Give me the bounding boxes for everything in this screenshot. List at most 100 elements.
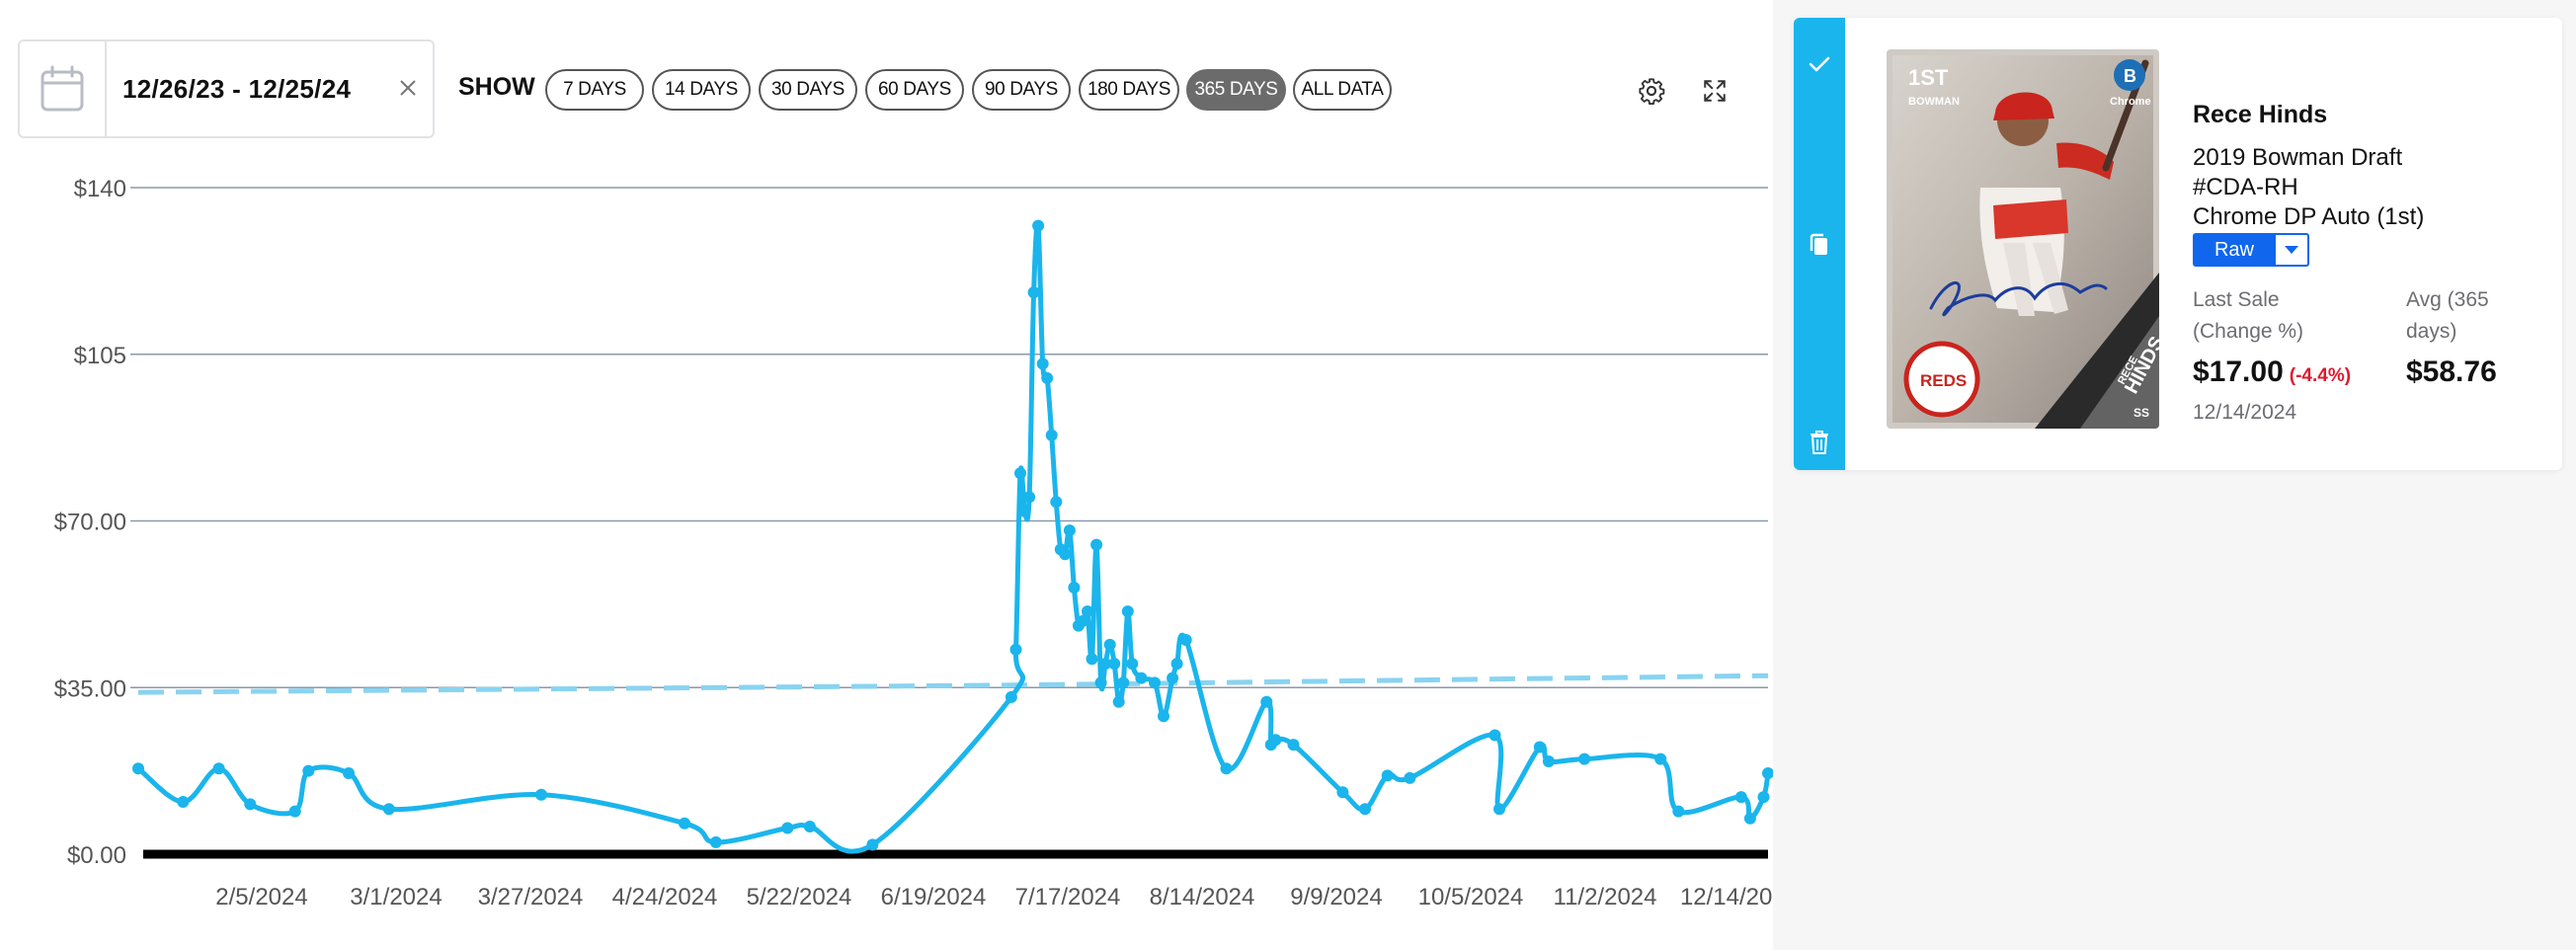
range-90-days-button[interactable]: 90 DAYS bbox=[972, 69, 1071, 111]
range-60-days-button[interactable]: 60 DAYS bbox=[865, 69, 964, 111]
sale-point bbox=[1108, 658, 1121, 671]
sale-point bbox=[382, 803, 395, 816]
sale-point bbox=[1404, 771, 1416, 784]
last-sale-change: (-4.4%) bbox=[2289, 365, 2352, 386]
grade-dropdown-toggle[interactable] bbox=[2276, 233, 2309, 267]
sale-point bbox=[343, 767, 355, 779]
select-card-button[interactable] bbox=[1804, 48, 1835, 80]
y-tick-label: $140 bbox=[74, 176, 126, 202]
range-14-days-button[interactable]: 14 DAYS bbox=[652, 69, 751, 111]
calendar-button[interactable] bbox=[20, 41, 107, 136]
last-sale-date: 12/14/2024 bbox=[2193, 401, 2297, 424]
sale-point bbox=[1005, 690, 1017, 703]
date-range-picker[interactable]: 12/26/23 - 12/25/24 bbox=[18, 40, 435, 138]
card-logo: B bbox=[2124, 66, 2136, 86]
sale-point bbox=[1260, 695, 1273, 708]
sale-point bbox=[1126, 658, 1139, 671]
clear-date-button[interactable] bbox=[391, 71, 425, 105]
sale-point bbox=[1170, 658, 1183, 671]
y-tick-label: $35.00 bbox=[54, 675, 126, 702]
range-7-days-button[interactable]: 7 DAYS bbox=[545, 69, 644, 111]
sale-point bbox=[1135, 672, 1148, 684]
x-tick-label: 2/5/2024 bbox=[215, 884, 307, 910]
sale-point bbox=[1220, 762, 1233, 775]
avg-label-line1: Avg (365 bbox=[2406, 288, 2489, 311]
copy-icon bbox=[1810, 233, 1827, 255]
card-picture: 1ST BOWMAN B Chrome REDS RECE HINDS SS bbox=[1887, 49, 2159, 429]
last-sale-value-row: $17.00 (-4.4%) bbox=[2193, 356, 2351, 389]
sale-point bbox=[1090, 538, 1103, 551]
sale-point bbox=[1381, 769, 1394, 782]
avg-label-line2: days) bbox=[2406, 320, 2457, 343]
sale-point bbox=[1336, 786, 1349, 799]
expand-chart-button[interactable] bbox=[1697, 73, 1732, 109]
delete-card-button[interactable] bbox=[1804, 427, 1835, 458]
card-position: SS bbox=[2133, 406, 2149, 420]
player-name: Rece Hinds bbox=[2193, 101, 2328, 128]
close-icon bbox=[400, 80, 416, 96]
x-tick-label: 12/14/2024 bbox=[1680, 884, 1773, 910]
avg-price-value: $58.76 bbox=[2406, 356, 2497, 388]
copy-card-button[interactable] bbox=[1804, 229, 1835, 261]
price-chart-panel: 12/26/23 - 12/25/24 SHOW 7 DAYS 14 DAYS … bbox=[0, 40, 1773, 918]
sale-point bbox=[244, 798, 257, 811]
sale-point bbox=[1493, 803, 1505, 816]
sale-point bbox=[1179, 634, 1192, 646]
x-tick-label: 3/27/2024 bbox=[478, 884, 584, 910]
chart-settings-button[interactable] bbox=[1634, 73, 1669, 109]
sale-point bbox=[1542, 755, 1555, 767]
sale-point bbox=[1086, 653, 1098, 666]
card-summary: 1ST BOWMAN B Chrome REDS RECE HINDS SS R… bbox=[1794, 18, 2562, 470]
sale-point bbox=[1068, 582, 1081, 594]
sale-point bbox=[866, 838, 879, 851]
date-range-value[interactable]: 12/26/23 - 12/25/24 bbox=[122, 74, 352, 104]
card-image[interactable]: 1ST BOWMAN B Chrome REDS RECE HINDS SS bbox=[1887, 49, 2159, 429]
sale-point bbox=[1050, 496, 1063, 509]
calendar-icon bbox=[40, 65, 84, 112]
card-brand: BOWMAN bbox=[1908, 96, 1960, 108]
sale-point bbox=[132, 762, 144, 775]
sale-point bbox=[212, 762, 225, 775]
average-line bbox=[137, 673, 1769, 695]
card-number-line: #CDA-RH bbox=[2193, 174, 2298, 200]
sale-point bbox=[781, 822, 794, 834]
sale-point bbox=[535, 788, 547, 801]
sale-point bbox=[1743, 812, 1756, 825]
avg-price-label: Avg (365 days) bbox=[2406, 284, 2489, 348]
card-team-logo: REDS bbox=[1920, 371, 1967, 390]
card-badge: 1ST bbox=[1908, 65, 1949, 90]
check-icon bbox=[1809, 56, 1830, 72]
sale-point bbox=[288, 805, 301, 818]
sale-point bbox=[1082, 605, 1093, 618]
x-tick-label: 5/22/2024 bbox=[747, 884, 852, 910]
sale-point bbox=[1027, 286, 1040, 299]
sale-point bbox=[1269, 734, 1282, 747]
x-tick-label: 8/14/2024 bbox=[1150, 884, 1255, 910]
sale-point bbox=[1112, 695, 1125, 708]
sale-point bbox=[1149, 676, 1161, 689]
sale-point bbox=[1045, 429, 1058, 441]
range-all-data-button[interactable]: ALL DATA bbox=[1293, 69, 1392, 111]
sale-point bbox=[1018, 505, 1031, 517]
range-180-days-button[interactable]: 180 DAYS bbox=[1079, 69, 1179, 111]
range-30-days-button[interactable]: 30 DAYS bbox=[759, 69, 857, 111]
sale-point bbox=[709, 835, 722, 848]
sale-point bbox=[1063, 524, 1076, 537]
last-sale-value: $17.00 bbox=[2193, 356, 2284, 388]
last-sale-label-line1: Last Sale bbox=[2193, 288, 2280, 311]
y-tick-label: $70.00 bbox=[54, 510, 126, 536]
sale-point bbox=[1121, 605, 1134, 618]
grade-selector[interactable]: Raw bbox=[2193, 233, 2309, 267]
card-logo-text: Chrome bbox=[2110, 96, 2151, 108]
sale-point bbox=[1036, 357, 1049, 370]
grade-button[interactable]: Raw bbox=[2193, 233, 2276, 267]
price-history-chart[interactable]: $140 $105 $70.00 $35.00 $0.00 2/5/2024 3/1/202… bbox=[0, 148, 1773, 918]
sale-point bbox=[1533, 741, 1546, 753]
range-365-days-button[interactable]: 365 DAYS bbox=[1186, 69, 1286, 111]
expand-icon bbox=[1704, 80, 1726, 102]
sale-point bbox=[679, 817, 690, 830]
sale-point bbox=[1654, 752, 1667, 765]
price-line bbox=[136, 220, 1771, 854]
sale-point bbox=[1099, 658, 1112, 671]
sale-point bbox=[1014, 467, 1026, 480]
